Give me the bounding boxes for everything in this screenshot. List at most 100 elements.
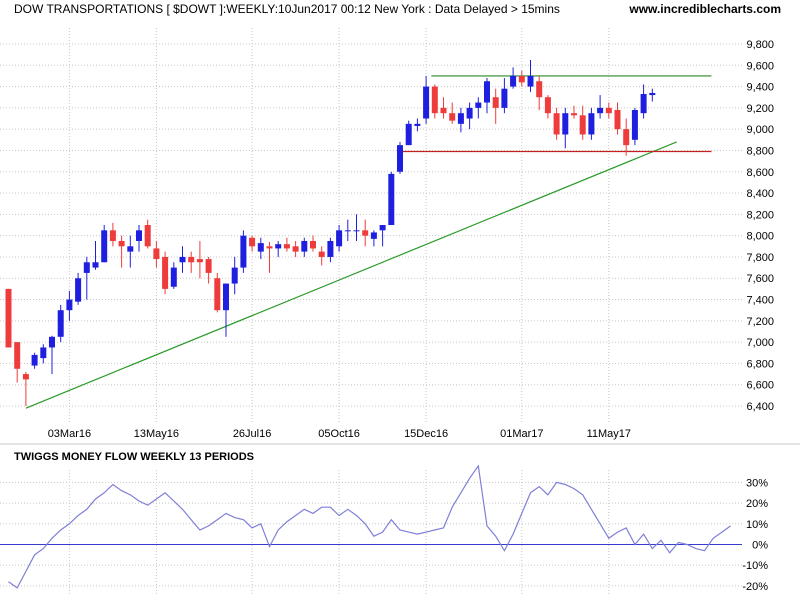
candle-body: [275, 244, 282, 249]
candle-body: [231, 267, 238, 284]
trendline-line: [25, 141, 677, 409]
candle: [588, 107, 595, 140]
candle-body: [536, 81, 543, 98]
candle-body: [249, 237, 256, 247]
candle: [31, 352, 38, 369]
candle: [379, 225, 386, 247]
candle: [605, 102, 612, 119]
candle-body: [257, 243, 264, 252]
price-y-tick-label: 9,000: [746, 124, 774, 136]
candle-body: [553, 113, 560, 135]
candle: [562, 107, 569, 149]
candle: [92, 240, 99, 270]
candle-body: [353, 230, 360, 232]
price-x-tick-label: 01Mar17: [500, 428, 543, 440]
candle-body: [283, 244, 290, 249]
candle-body: [118, 240, 125, 247]
candle-body: [475, 102, 482, 108]
candle: [440, 97, 447, 119]
candle-body: [370, 232, 377, 239]
candle: [14, 342, 21, 383]
price-gridlines: [0, 28, 742, 422]
price-y-tick-label: 8,000: [746, 231, 774, 243]
candle: [353, 214, 360, 241]
candle: [310, 235, 316, 252]
candle: [144, 219, 151, 249]
candle-body: [518, 75, 525, 83]
price-x-tick-label: 26Jul16: [233, 428, 272, 440]
price-y-tick-label: 9,200: [746, 103, 774, 115]
candle: [484, 78, 490, 114]
price-y-tick-label: 8,400: [746, 188, 774, 200]
candle-body: [292, 246, 299, 252]
money-flow-line: [8, 464, 731, 589]
price-x-tick-label: 03Mar16: [48, 428, 91, 440]
candle-body: [336, 230, 343, 247]
price-y-tick-label: 8,800: [746, 145, 774, 157]
indicator-y-axis: 30% 20% 10% 0% -10% -20%: [742, 477, 768, 592]
candle-body: [588, 113, 595, 135]
price-y-tick-label: 9,800: [746, 39, 774, 51]
candle: [205, 256, 212, 284]
candle-body: [170, 267, 177, 287]
candle-body: [223, 283, 229, 311]
candle: [466, 102, 473, 130]
candle-body: [457, 113, 464, 124]
candle-body: [153, 248, 160, 260]
candle-body: [179, 256, 186, 263]
candle: [170, 262, 177, 289]
indicator-y-tick-label: 20%: [746, 498, 768, 510]
candle: [275, 240, 282, 257]
price-y-tick-label: 8,200: [746, 209, 774, 221]
candle-body: [344, 230, 351, 232]
candle: [649, 88, 656, 102]
price-y-tick-label: 7,200: [746, 316, 774, 328]
candle-body: [144, 225, 151, 247]
candle: [414, 118, 421, 132]
candle: [214, 272, 221, 313]
candle: [240, 230, 247, 273]
candle: [188, 251, 195, 273]
candle: [66, 291, 73, 321]
trend-lines: [25, 75, 712, 409]
price-y-tick-label: 6,800: [746, 358, 774, 370]
candle-body: [327, 240, 334, 257]
candlestick-series: [5, 59, 656, 407]
candle: [196, 240, 203, 279]
candle-body: [571, 113, 577, 116]
candle-body: [310, 240, 316, 249]
site-link[interactable]: www.incrediblecharts.com: [628, 2, 781, 16]
candle-body: [631, 109, 638, 140]
candle-body: [510, 75, 517, 87]
candle: [162, 251, 169, 295]
candle-body: [379, 225, 386, 231]
indicator-y-tick-label: 10%: [746, 519, 768, 531]
candle-body: [544, 97, 551, 114]
candle: [223, 283, 229, 337]
candle-body: [649, 92, 656, 96]
price-x-tick-label: 05Oct16: [318, 428, 360, 440]
candle: [449, 102, 456, 124]
price-y-tick-label: 7,000: [746, 337, 774, 349]
candle: [527, 59, 534, 92]
candle-body: [597, 107, 604, 114]
candle: [179, 246, 186, 273]
chart-title: DOW TRANSPORTATIONS [ $DOWT ]:WEEKLY:10J…: [14, 2, 560, 16]
candle-body: [492, 97, 499, 108]
price-y-tick-label: 8,600: [746, 167, 774, 179]
candle: [336, 225, 343, 252]
indicator-y-tick-label: -20%: [742, 581, 768, 593]
candle-body: [431, 86, 438, 114]
candle-body: [109, 230, 116, 241]
candle: [231, 256, 238, 295]
candle: [49, 335, 55, 375]
candle: [344, 219, 351, 241]
candle: [153, 240, 160, 268]
candle-body: [101, 230, 108, 263]
candle: [579, 105, 586, 140]
candle-body: [484, 81, 490, 103]
indicator-series: [0, 464, 742, 589]
candle: [101, 225, 108, 263]
candle-body: [5, 288, 12, 348]
